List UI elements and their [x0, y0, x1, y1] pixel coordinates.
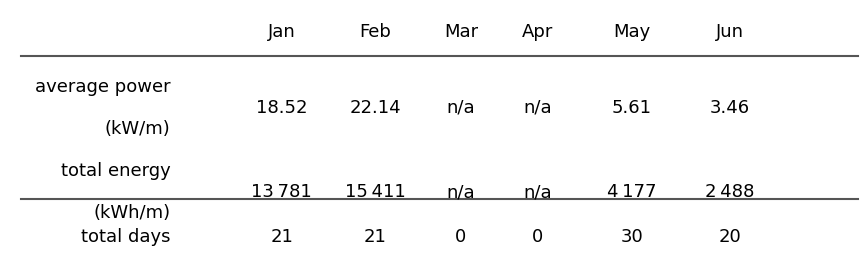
Text: average power: average power: [35, 78, 171, 96]
Text: May: May: [613, 23, 650, 41]
Text: n/a: n/a: [447, 99, 476, 117]
Text: n/a: n/a: [523, 183, 552, 201]
Text: 2 488: 2 488: [706, 183, 754, 201]
Text: (kWh/m): (kWh/m): [94, 204, 171, 222]
Text: 30: 30: [621, 229, 643, 246]
Text: 5.61: 5.61: [612, 99, 652, 117]
Text: 3.46: 3.46: [710, 99, 750, 117]
Text: Apr: Apr: [523, 23, 554, 41]
Text: Jan: Jan: [267, 23, 295, 41]
Text: 15 411: 15 411: [345, 183, 406, 201]
Text: 13 781: 13 781: [251, 183, 312, 201]
Text: 4 177: 4 177: [607, 183, 656, 201]
Text: total days: total days: [81, 229, 171, 246]
Text: 0: 0: [456, 229, 467, 246]
Text: n/a: n/a: [523, 99, 552, 117]
Text: Mar: Mar: [444, 23, 478, 41]
Text: 21: 21: [270, 229, 293, 246]
Text: Feb: Feb: [359, 23, 391, 41]
Text: total energy: total energy: [61, 162, 171, 180]
Text: n/a: n/a: [447, 183, 476, 201]
Text: 18.52: 18.52: [256, 99, 307, 117]
Text: Jun: Jun: [716, 23, 744, 41]
Text: (kW/m): (kW/m): [105, 120, 171, 138]
Text: 0: 0: [532, 229, 543, 246]
Text: 21: 21: [364, 229, 387, 246]
Text: 20: 20: [719, 229, 741, 246]
Text: 22.14: 22.14: [350, 99, 401, 117]
